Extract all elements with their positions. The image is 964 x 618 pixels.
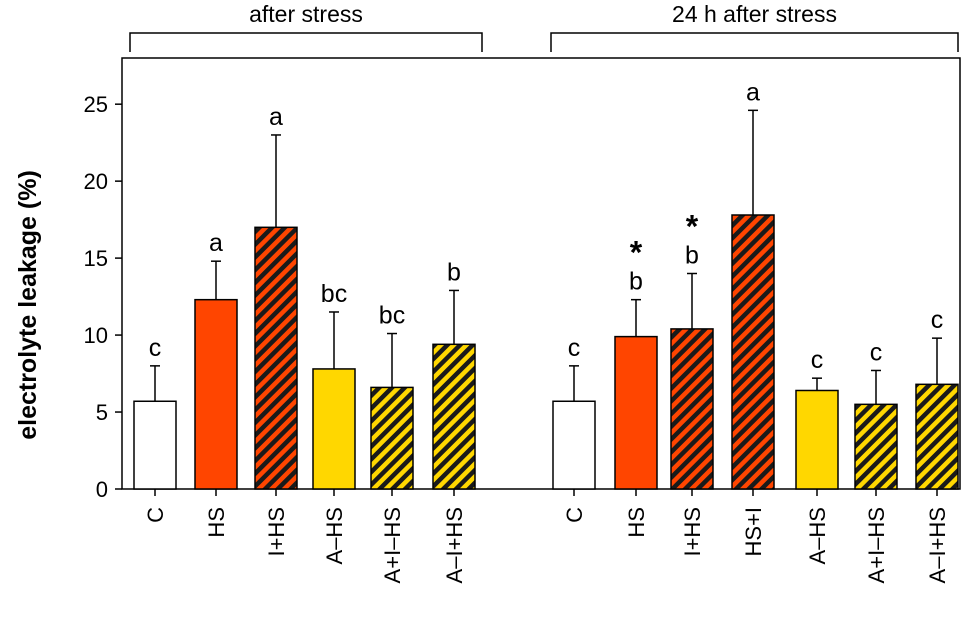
x-tick-label: A–I+HS [442,507,467,583]
x-tick-label: A–I+HS [925,507,950,583]
significance-letter: c [870,338,883,366]
y-tick-label: 0 [96,477,108,502]
x-tick-label: I+HS [680,507,705,557]
bar [670,328,714,490]
group-bracket [129,32,483,52]
significance-letter: a [746,78,760,106]
significance-letter: a [209,229,223,257]
significance-letter: c [149,334,162,362]
x-tick-label: A+I–HS [864,507,889,583]
bar [614,335,658,490]
bar [432,343,476,490]
bar [133,400,177,490]
significance-letter: c [568,334,581,362]
group-label: 24 h after stress [672,1,837,27]
x-tick-label: C [562,507,587,523]
y-tick-label: 20 [84,169,108,194]
x-tick-label: A–HS [322,507,347,564]
bar [254,226,298,490]
group-label: after stress [249,1,363,27]
y-tick-label: 25 [84,92,108,117]
significance-letter: b [629,268,643,296]
significance-letter: c [811,346,824,374]
group-bracket [550,32,959,52]
bar [795,389,839,490]
significance-star: * [686,209,699,245]
y-tick-label: 10 [84,323,108,348]
significance-letter: b [685,242,699,270]
significance-letter: c [931,306,944,334]
y-tick-label: 15 [84,246,108,271]
x-tick-label: A+I–HS [380,507,405,583]
plot-frame [121,57,961,490]
x-tick-label: A–HS [805,507,830,564]
bar [854,403,898,490]
x-tick-label: C [143,507,168,523]
bar [552,400,596,490]
y-tick-label: 5 [96,400,108,425]
significance-letter: b [447,258,461,286]
bar [915,383,959,490]
y-axis-label: electrolyte leakage (%) [14,170,42,440]
x-tick-label: I+HS [264,507,289,557]
significance-star: * [630,235,643,271]
significance-letter: a [269,103,283,131]
bar [194,298,238,490]
significance-letter: bc [379,302,405,330]
x-tick-label: HS [204,507,229,538]
bar [312,368,356,490]
significance-letter: bc [321,280,347,308]
bar [731,214,775,490]
bar [370,386,414,490]
x-tick-label: HS+I [741,507,766,557]
x-tick-label: HS [624,507,649,538]
